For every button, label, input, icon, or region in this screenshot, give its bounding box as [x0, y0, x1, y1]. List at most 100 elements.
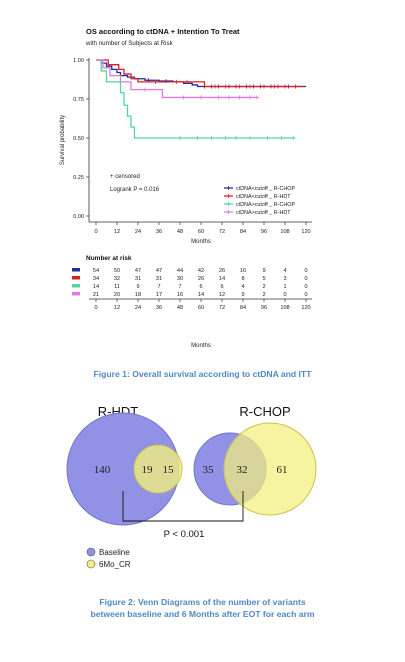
venn-rchop-overlap-count: 32 — [237, 464, 248, 476]
risk-cell: 16 — [240, 268, 246, 274]
risk-x-tick-label: 120 — [301, 305, 310, 311]
risk-cell: 31 — [156, 276, 162, 282]
km-y-ticks: 0.00 0.25 0.50 0.75 1.00 — [73, 58, 89, 220]
risk-cell: 9 — [136, 284, 139, 290]
censor-mark — [262, 84, 266, 89]
risk-cell: 20 — [114, 292, 120, 298]
censor-mark — [279, 136, 284, 140]
risk-cell: 32 — [114, 276, 120, 282]
risk-cell: 50 — [114, 268, 120, 274]
risk-cell: 30 — [177, 276, 183, 282]
risk-cell: 47 — [156, 268, 162, 274]
censor-mark — [213, 84, 217, 89]
censor-mark — [291, 136, 296, 140]
risk-cell: 16 — [177, 292, 183, 298]
risk-cell: 26 — [198, 276, 204, 282]
censor-mark — [174, 79, 179, 84]
risk-cell: 0 — [304, 268, 307, 274]
figure-2-caption-line-2: between baseline and 6 Months after EOT … — [90, 609, 315, 619]
risk-cell: 26 — [219, 268, 225, 274]
x-tick-label: 120 — [301, 229, 310, 235]
risk-x-tick-label: 84 — [240, 305, 246, 311]
legend-label: ctDNA<cutoff _ R-CHOP — [236, 186, 295, 192]
risk-x-tick-label: 60 — [198, 305, 204, 311]
km-curve-3 — [96, 59, 294, 139]
risk-row-swatch — [72, 292, 80, 296]
risk-cell: 0 — [283, 292, 286, 298]
censor-mark — [248, 136, 252, 140]
censor-mark — [223, 84, 228, 89]
venn-title-rchop: R-CHOP — [239, 404, 290, 419]
risk-cell: 9 — [262, 268, 265, 274]
risk-cell: 14 — [219, 276, 225, 282]
x-tick-label: 72 — [219, 229, 225, 235]
censor-mark — [237, 95, 242, 100]
risk-cell: 54 — [93, 268, 99, 274]
risk-cell: 6 — [199, 284, 202, 290]
figure-1-caption: Figure 1: Overall survival according to … — [93, 369, 312, 379]
venn-rchop-6mo-circle — [223, 422, 317, 516]
risk-cell: 2 — [262, 292, 265, 298]
risk-cell: 18 — [135, 292, 141, 298]
risk-cell: 44 — [177, 268, 183, 274]
censor-mark — [283, 84, 287, 89]
risk-cell: 42 — [198, 268, 204, 274]
censor-mark — [143, 87, 147, 92]
censor-mark — [181, 95, 186, 100]
risk-cell: 8 — [241, 276, 244, 282]
venn-pvalue: P < 0.001 — [164, 529, 205, 540]
x-tick-label: 0 — [94, 229, 97, 235]
risk-cell: 17 — [156, 292, 162, 298]
km-x-axis-label: Months — [191, 239, 211, 245]
risk-x-tick-label: 36 — [156, 305, 162, 311]
risk-x-tick-label: 24 — [135, 305, 141, 311]
figure-2-caption: Figure 2: Venn Diagrams of the number of… — [0, 596, 405, 620]
km-curve-1 — [96, 59, 306, 88]
risk-cell: 9 — [241, 292, 244, 298]
km-y-axis-label: Survival probability — [60, 115, 66, 165]
censor-mark — [209, 136, 214, 140]
x-tick-label: 108 — [280, 229, 289, 235]
censor-mark — [185, 79, 189, 84]
risk-cell: 14 — [93, 284, 99, 290]
km-curves — [96, 59, 306, 140]
risk-cell: 11 — [114, 284, 120, 290]
venn-legend: Baseline 6Mo_CR — [86, 547, 131, 569]
km-x-ticks: 0 12 24 36 48 60 72 84 96 108 120 — [94, 222, 311, 235]
x-tick-label: 48 — [177, 229, 183, 235]
risk-row-swatch — [72, 276, 80, 280]
risk-cell: 12 — [219, 292, 225, 298]
censor-mark — [248, 84, 252, 89]
km-legend: ctDNA<cutoff _ R-CHOP ctDNA<cutoff _ R-HD… — [224, 186, 295, 216]
legend-label: ctDNA>cutoff _ R-CHOP — [236, 202, 295, 208]
x-tick-label: 36 — [156, 229, 162, 235]
censor-mark — [216, 95, 221, 100]
risk-cell: 0 — [304, 276, 307, 282]
km-curve-4 — [96, 59, 257, 99]
y-tick-label: 0.25 — [73, 175, 84, 181]
risk-cell: 21 — [93, 292, 99, 298]
risk-cell: 0 — [304, 284, 307, 290]
censor-mark — [199, 95, 203, 100]
venn-rchop: 35 32 61 — [193, 422, 317, 516]
risk-cell: 4 — [283, 268, 286, 274]
legend-6mo-swatch — [86, 559, 96, 569]
venn-rhdt-6mo-circle — [133, 444, 183, 494]
venn-rhdt: 140 19 15 — [66, 412, 183, 526]
censor-mark — [178, 136, 182, 140]
censor-mark — [237, 84, 242, 89]
x-tick-label: 84 — [240, 229, 246, 235]
censor-mark — [272, 84, 277, 89]
censored-note: + censored — [110, 174, 140, 180]
risk-cell: 7 — [157, 284, 160, 290]
venn-rchop-baseline-count: 35 — [203, 464, 215, 476]
risk-cell: 1 — [283, 284, 286, 290]
x-tick-label: 96 — [261, 229, 267, 235]
venn-rhdt-baseline-count: 140 — [94, 464, 111, 476]
censor-mark — [265, 136, 270, 140]
venn-rhdt-overlap-count: 19 — [142, 464, 154, 476]
legend-baseline-label: Baseline — [99, 548, 130, 557]
risk-x-tick-label: 12 — [114, 305, 120, 311]
risk-table: 54 50 47 47 44 42 26 16 9 4 034 32 31 31 30 26 14 8 5 3 014 1… — [72, 268, 312, 311]
censor-mark — [248, 95, 252, 100]
